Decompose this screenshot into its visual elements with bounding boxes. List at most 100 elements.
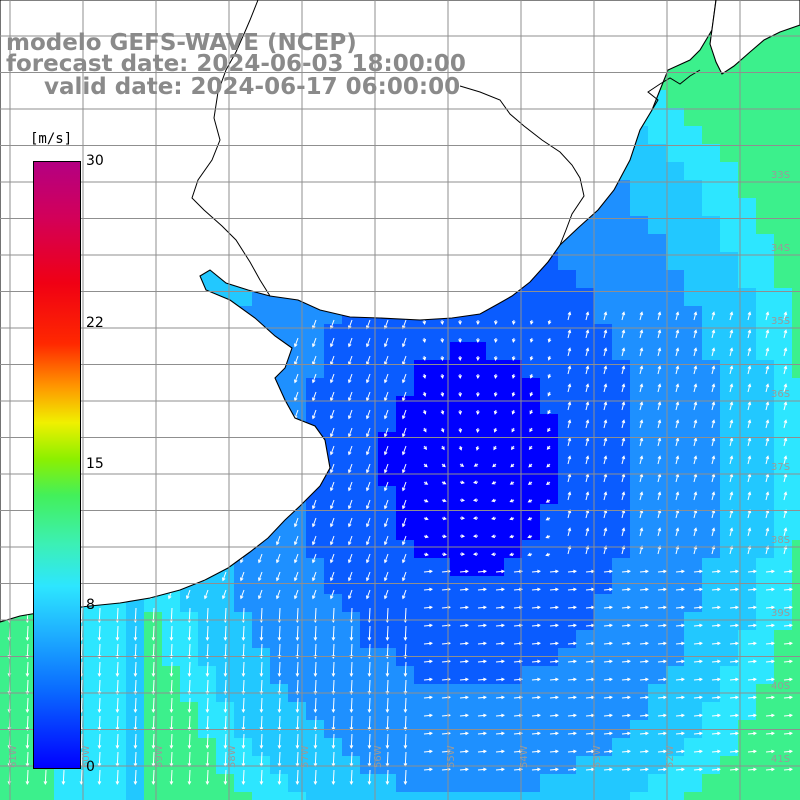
wind-cell	[738, 324, 757, 343]
wind-arrow	[547, 391, 552, 397]
wind-arrow	[585, 437, 590, 447]
wind-cell	[324, 558, 343, 577]
wind-arrow	[529, 409, 534, 415]
wind-cell	[90, 792, 109, 800]
wind-cell	[486, 486, 505, 505]
wind-cell	[414, 324, 433, 343]
wind-cell	[396, 342, 415, 361]
wind-arrow	[675, 677, 685, 682]
wind-arrow	[205, 697, 210, 714]
wind-cell	[396, 378, 415, 397]
wind-arrow	[347, 481, 353, 492]
wind-cell	[72, 792, 91, 800]
wind-arrow	[783, 311, 788, 321]
wind-arrow	[747, 713, 757, 718]
wind-arrow	[97, 697, 102, 714]
wind-arrow	[311, 391, 317, 402]
wind-arrow	[747, 491, 752, 501]
wind-arrow	[747, 455, 752, 465]
wind-arrow	[347, 589, 353, 600]
wind-arrow	[423, 463, 428, 468]
wind-arrow	[639, 401, 644, 411]
wind-arrow	[458, 427, 463, 433]
wind-arrow	[476, 373, 480, 380]
wind-arrow	[365, 463, 371, 474]
wind-cell	[702, 288, 721, 307]
wind-arrow	[115, 733, 120, 750]
wind-cell	[486, 702, 505, 721]
wind-cell	[630, 396, 649, 415]
wind-cell	[252, 558, 271, 577]
wind-arrow	[567, 329, 572, 339]
wind-cell	[306, 792, 325, 800]
wind-cell	[774, 414, 793, 433]
wind-cell	[702, 612, 721, 631]
wind-cell	[738, 774, 757, 793]
wind-cell	[486, 612, 505, 631]
wind-cell	[720, 702, 739, 721]
wind-cell	[414, 414, 433, 433]
wind-arrow	[495, 623, 505, 628]
wind-arrow	[675, 587, 685, 592]
wind-cell	[612, 216, 631, 235]
wind-cell	[396, 324, 415, 343]
wind-cell	[324, 594, 343, 613]
wind-cell	[630, 648, 649, 667]
wind-arrow	[383, 373, 389, 384]
wind-arrow	[401, 373, 407, 384]
wind-arrow	[711, 437, 716, 447]
wind-arrow	[401, 445, 407, 456]
wind-arrow	[259, 679, 264, 696]
wind-arrow	[549, 605, 559, 610]
wind-arrow	[765, 641, 775, 646]
wind-arrow	[331, 769, 336, 786]
wind-cell	[648, 378, 667, 397]
wind-arrow	[567, 437, 572, 447]
wind-arrow	[729, 527, 734, 537]
wind-cell	[450, 342, 469, 361]
wind-arrow	[729, 401, 734, 411]
wind-cell	[558, 558, 577, 577]
wind-arrow	[621, 569, 631, 574]
wind-arrow	[423, 641, 433, 646]
wind-arrow	[259, 661, 264, 678]
wind-arrow	[603, 641, 613, 646]
wind-cell	[396, 504, 415, 523]
wind-cell	[396, 594, 415, 613]
wind-cell	[702, 756, 721, 775]
wind-cell	[486, 792, 505, 800]
wind-arrow	[97, 625, 102, 642]
wind-arrow	[365, 373, 371, 384]
wind-cell	[720, 288, 739, 307]
wind-arrow	[475, 427, 480, 434]
wind-cell	[324, 414, 343, 433]
wind-cell	[576, 450, 595, 469]
wind-arrow	[657, 569, 667, 574]
wind-cell	[576, 504, 595, 523]
wind-arrow	[711, 605, 721, 610]
wind-cell	[468, 702, 487, 721]
wind-cell	[306, 342, 325, 361]
wind-arrow	[765, 767, 775, 772]
wind-cell	[324, 486, 343, 505]
wind-cell	[594, 792, 613, 800]
wind-arrow	[205, 661, 210, 678]
wind-arrow	[133, 733, 138, 750]
wind-cell	[594, 342, 613, 361]
wind-cell	[324, 324, 343, 343]
wind-cell	[720, 648, 739, 667]
longitude-label: 58W	[227, 745, 238, 768]
wind-arrow	[621, 545, 626, 555]
wind-cell	[792, 162, 800, 181]
lagoon-coast	[647, 69, 701, 111]
wind-arrow	[257, 589, 263, 600]
wind-arrow	[693, 527, 698, 537]
wind-cell	[540, 306, 559, 325]
wind-cell	[630, 540, 649, 559]
wind-arrow	[476, 319, 480, 326]
wind-cell	[630, 630, 649, 649]
wind-arrow	[477, 587, 487, 592]
wind-arrow	[458, 319, 462, 326]
wind-cell	[450, 702, 469, 721]
wind-cell	[486, 450, 505, 469]
